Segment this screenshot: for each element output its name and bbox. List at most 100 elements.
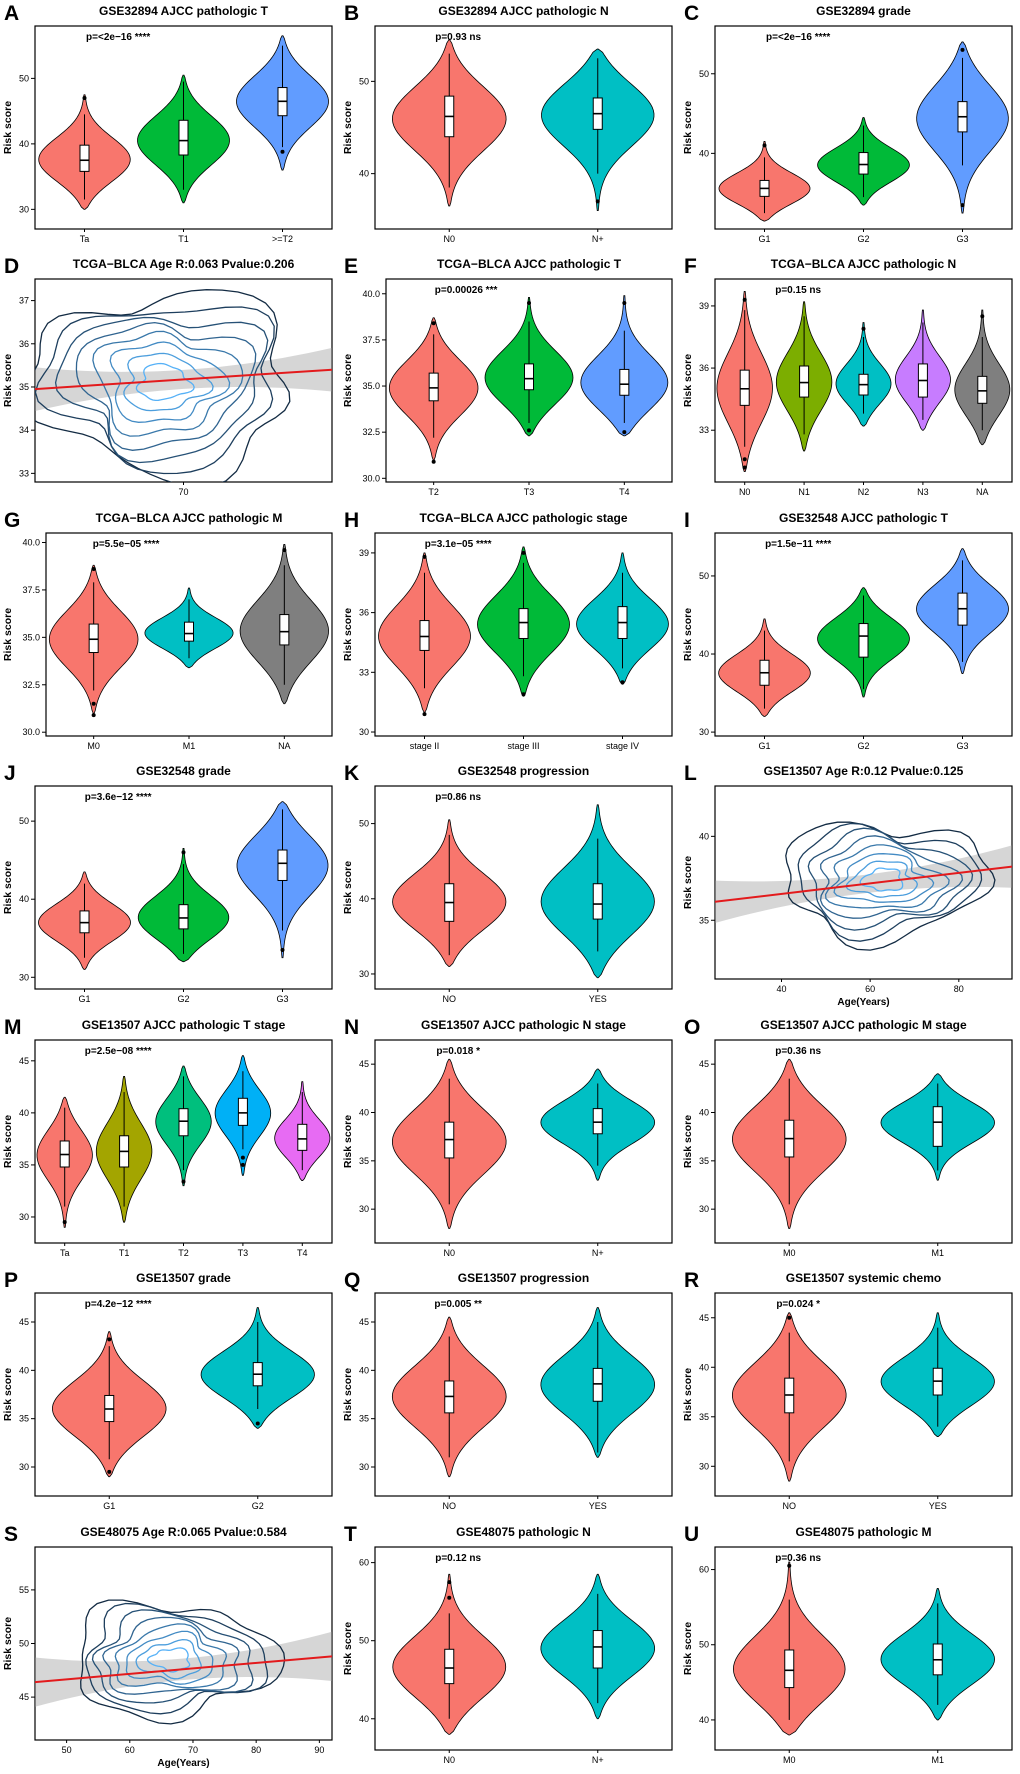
panel-letter: H bbox=[344, 509, 359, 532]
panel-T: T GSE48075 pathologic N Risk score 40 50 60 N0… bbox=[340, 1520, 680, 1774]
y-tick-label: 39 bbox=[359, 548, 369, 558]
panel-E-chart: E TCGA−BLCA AJCC pathologic T Risk score 30… bbox=[342, 255, 673, 497]
contour-level bbox=[135, 1638, 202, 1680]
boxplot bbox=[184, 621, 194, 642]
contour-level bbox=[85, 1602, 269, 1715]
x-tick-label: T3 bbox=[238, 1248, 249, 1258]
x-tick-label: T2 bbox=[428, 487, 439, 497]
panel-D: D TCGA−BLCA Age R:0.063 Pvalue:0.206 Risk … bbox=[0, 253, 340, 507]
boxplot bbox=[178, 119, 189, 156]
y-tick-label: 32.5 bbox=[22, 680, 40, 690]
panel-title: GSE32894 grade bbox=[816, 4, 911, 18]
x-tick-label: 90 bbox=[314, 1745, 324, 1755]
y-tick-label: 30 bbox=[19, 1462, 29, 1472]
panel-S: S GSE48075 Age R:0.065 Pvalue:0.584 Risk s… bbox=[0, 1520, 340, 1774]
y-tick-label: 39 bbox=[699, 301, 709, 311]
panel-A: A GSE32894 AJCC pathologic T Risk score 30 4… bbox=[0, 0, 340, 254]
outlier-point bbox=[762, 143, 767, 148]
y-tick-label: 40 bbox=[359, 1713, 369, 1723]
y-axis-title: Risk score bbox=[342, 101, 354, 154]
x-tick-label: >=T2 bbox=[272, 234, 293, 244]
x-tick-label: M0 bbox=[783, 1248, 796, 1258]
panel-T-chart: T GSE48075 pathologic N Risk score 40 50 60 N0… bbox=[342, 1523, 673, 1765]
boxplot bbox=[592, 883, 603, 920]
x-tick-label: stage III bbox=[507, 741, 539, 751]
panel-title: TCGA−BLCA Age R:0.063 Pvalue:0.206 bbox=[73, 257, 295, 271]
outlier-point bbox=[527, 428, 531, 433]
outlier-point bbox=[960, 203, 965, 208]
panel-title: TCGA−BLCA AJCC pathologic stage bbox=[419, 511, 627, 525]
panel-letter: I bbox=[684, 509, 690, 532]
x-tick-label: M1 bbox=[931, 1248, 944, 1258]
outlier-point bbox=[280, 948, 285, 953]
panel-letter: C bbox=[684, 2, 699, 25]
panel-G-chart: G TCGA−BLCA AJCC pathologic M Risk score 30… bbox=[2, 509, 333, 751]
y-tick-label: 37.5 bbox=[362, 335, 380, 345]
boxplot bbox=[739, 370, 750, 407]
contour-level bbox=[35, 289, 291, 483]
panel-title: TCGA−BLCA AJCC pathologic M bbox=[96, 511, 283, 525]
panel-J-chart: J GSE32548 grade Risk score 30 40 50 G1 G2 G3 p=3… bbox=[2, 762, 333, 1004]
panel-D-chart: D TCGA−BLCA Age R:0.063 Pvalue:0.206 Risk … bbox=[2, 255, 333, 497]
panel-title: GSE13507 AJCC pathologic N stage bbox=[421, 1018, 626, 1032]
outlier-point bbox=[107, 1469, 112, 1474]
panel-L-chart: L GSE13507 Age R:0.12 Pvalue:0.125 Risk sc… bbox=[682, 762, 1013, 1008]
boxplot bbox=[88, 623, 99, 653]
p-value-text: p=0.93 ns bbox=[435, 32, 481, 43]
y-tick-label: 40 bbox=[699, 1107, 709, 1117]
panel-letter: P bbox=[4, 1269, 18, 1292]
contour-level bbox=[54, 317, 269, 464]
panel-O-chart: O GSE13507 AJCC pathologic M stage Risk sc… bbox=[682, 1016, 1013, 1258]
x-tick-label: 70 bbox=[188, 1745, 198, 1755]
y-tick-label: 40 bbox=[19, 139, 29, 149]
plot-border bbox=[714, 785, 1013, 980]
panel-N: N GSE13507 AJCC pathologic N stage Risk sc… bbox=[340, 1013, 680, 1268]
y-tick-label: 32.5 bbox=[362, 428, 380, 438]
y-axis-title: Risk score bbox=[682, 354, 694, 407]
x-tick-label: G2 bbox=[857, 741, 869, 751]
x-tick-label: Ta bbox=[80, 234, 90, 244]
x-tick-label: N0 bbox=[443, 234, 455, 244]
panel-letter: N bbox=[344, 1016, 359, 1039]
boxplot bbox=[279, 613, 290, 646]
panel-title: TCGA−BLCA AJCC pathologic N bbox=[771, 257, 956, 271]
boxplot bbox=[592, 1368, 603, 1402]
y-tick-label: 30 bbox=[19, 1212, 29, 1222]
outlier-point bbox=[422, 711, 427, 716]
x-tick-label: M0 bbox=[87, 741, 100, 751]
y-axis-title: Risk score bbox=[342, 354, 354, 407]
y-tick-label: 30.0 bbox=[362, 474, 380, 484]
p-value-text: p=0.15 ns bbox=[775, 285, 821, 296]
x-tick-label: G1 bbox=[758, 741, 770, 751]
panel-S-chart: S GSE48075 Age R:0.065 Pvalue:0.584 Risk s… bbox=[2, 1523, 333, 1769]
panel-J: J GSE32548 grade Risk score 30 40 50 G1 G2 G3 p=3… bbox=[0, 760, 340, 1014]
y-tick-label: 40.0 bbox=[22, 537, 40, 547]
x-tick-label: N+ bbox=[592, 1248, 604, 1258]
outlier-point bbox=[622, 301, 627, 306]
y-tick-label: 50 bbox=[19, 73, 29, 83]
x-tick-label: Ta bbox=[60, 1248, 70, 1258]
contour-level bbox=[75, 322, 257, 452]
x-tick-label: NO bbox=[783, 1501, 797, 1511]
y-tick-label: 40.0 bbox=[362, 289, 380, 299]
x-tick-label: G3 bbox=[956, 741, 968, 751]
outlier-point bbox=[62, 1219, 67, 1224]
y-axis-title: Risk score bbox=[342, 1114, 354, 1167]
y-tick-label: 40 bbox=[699, 832, 709, 842]
panel-title: GSE13507 Age R:0.12 Pvalue:0.125 bbox=[764, 764, 964, 778]
y-axis-title: Risk score bbox=[2, 354, 14, 407]
outlier-point bbox=[742, 465, 747, 470]
y-tick-label: 34 bbox=[19, 426, 29, 436]
boxplot bbox=[799, 365, 810, 398]
y-axis-title: Risk score bbox=[682, 101, 694, 154]
boxplot bbox=[858, 152, 869, 175]
y-tick-label: 50 bbox=[19, 816, 29, 826]
panel-O: O GSE13507 AJCC pathologic M stage Risk sc… bbox=[680, 1013, 1020, 1268]
p-value-text: p=0.12 ns bbox=[435, 1553, 481, 1564]
outlier-point bbox=[620, 680, 625, 685]
y-tick-label: 30.0 bbox=[22, 727, 40, 737]
panel-title: GSE13507 systemic chemo bbox=[786, 1271, 941, 1285]
outlier-point bbox=[240, 1162, 245, 1167]
contour-level bbox=[785, 821, 996, 952]
outlier-point bbox=[91, 701, 96, 706]
